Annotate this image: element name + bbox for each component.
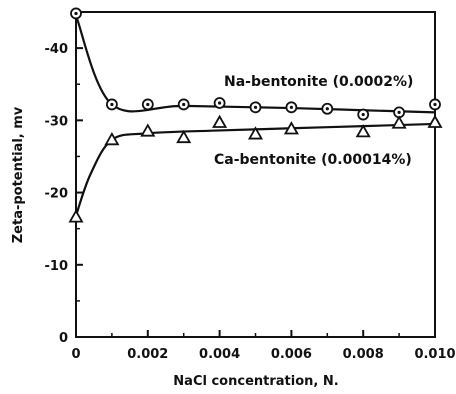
data-point-ca: [142, 125, 154, 136]
data-point-na-center: [218, 101, 221, 104]
fit-curves: [76, 16, 435, 216]
data-point-ca: [106, 134, 118, 145]
data-point-na-center: [433, 103, 436, 106]
y-tick-label: -20: [45, 187, 69, 202]
x-tick-label: 0.004: [199, 347, 240, 362]
data-point-ca: [214, 117, 226, 128]
y-axis-label: Zeta-potential, mv: [11, 106, 26, 243]
y-tick-label: 0: [59, 331, 68, 346]
y-tick-label: -10: [45, 259, 69, 274]
data-point-ca: [178, 132, 190, 143]
data-point-na-center: [326, 107, 329, 110]
data-point-na-center: [182, 103, 185, 106]
x-tick-label: 0.008: [343, 347, 384, 362]
x-tick-label: 0: [71, 347, 80, 362]
data-point-ca: [357, 126, 369, 137]
plot-frame: [76, 12, 435, 337]
data-point-na-center: [290, 106, 293, 109]
x-axis: 0 0.002 0.004 0.006 0.008 0.010: [71, 330, 455, 362]
x-tick-label: 0.006: [271, 347, 312, 362]
data-markers: [70, 8, 441, 221]
data-point-ca: [70, 211, 82, 222]
y-tick-label: -30: [45, 114, 69, 129]
series-curve-na: [76, 16, 435, 113]
data-point-na-center: [362, 113, 365, 116]
series-label-ca: Ca-bentonite (0.00014%): [214, 152, 412, 168]
data-point-na-center: [254, 106, 257, 109]
plot-border: [76, 12, 435, 337]
data-point-na-center: [74, 12, 77, 15]
data-point-ca: [393, 117, 405, 128]
y-axis: 0 -10 -20 -30 -40: [45, 42, 84, 346]
x-tick-label: 0.002: [127, 347, 168, 362]
series-label-na: Na-bentonite (0.0002%): [224, 74, 413, 90]
x-tick-label: 0.010: [414, 347, 455, 362]
x-axis-label: NaCl concentration, N.: [173, 374, 338, 389]
data-point-na-center: [398, 111, 401, 114]
data-point-na-center: [146, 103, 149, 106]
data-point-na-center: [110, 103, 113, 106]
y-tick-label: -40: [45, 42, 69, 57]
data-point-ca: [429, 117, 441, 128]
